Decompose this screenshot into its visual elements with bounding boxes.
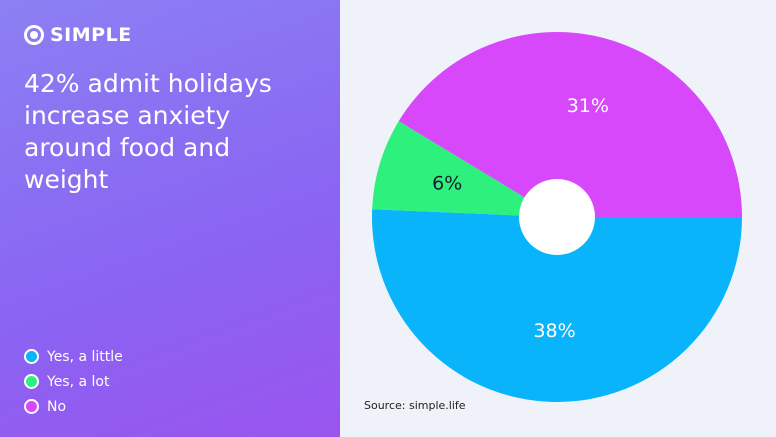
legend-label: No xyxy=(47,398,67,415)
donut-hole xyxy=(519,179,595,255)
data-label: 38% xyxy=(533,320,575,342)
legend-item: Yes, a lot xyxy=(24,369,123,394)
source: Source: simple.life xyxy=(364,399,466,412)
legend-item: Yes, a little xyxy=(24,344,123,369)
legend-label: Yes, a lot xyxy=(47,373,110,390)
side-panel: SIMPLE 42% admit holidays increase anxie… xyxy=(0,0,340,437)
legend-label: Yes, a little xyxy=(47,348,123,365)
legend-swatch xyxy=(24,349,39,364)
data-label: 6% xyxy=(432,172,462,194)
logo-icon xyxy=(24,25,44,45)
legend-swatch xyxy=(24,399,39,414)
pie-slice xyxy=(398,32,742,218)
brand-name: SIMPLE xyxy=(50,24,132,46)
data-label: 31% xyxy=(567,95,609,117)
chart: 38% 6% 31% xyxy=(371,32,742,403)
brand: SIMPLE xyxy=(24,24,132,46)
legend-swatch xyxy=(24,374,39,389)
legend: Yes, a little Yes, a lot No xyxy=(24,344,123,419)
legend-item: No xyxy=(24,394,123,419)
chart-title: 42% admit holidays increase anxiety arou… xyxy=(24,69,272,194)
pie-slice xyxy=(372,121,557,217)
pie-slice xyxy=(371,209,742,403)
